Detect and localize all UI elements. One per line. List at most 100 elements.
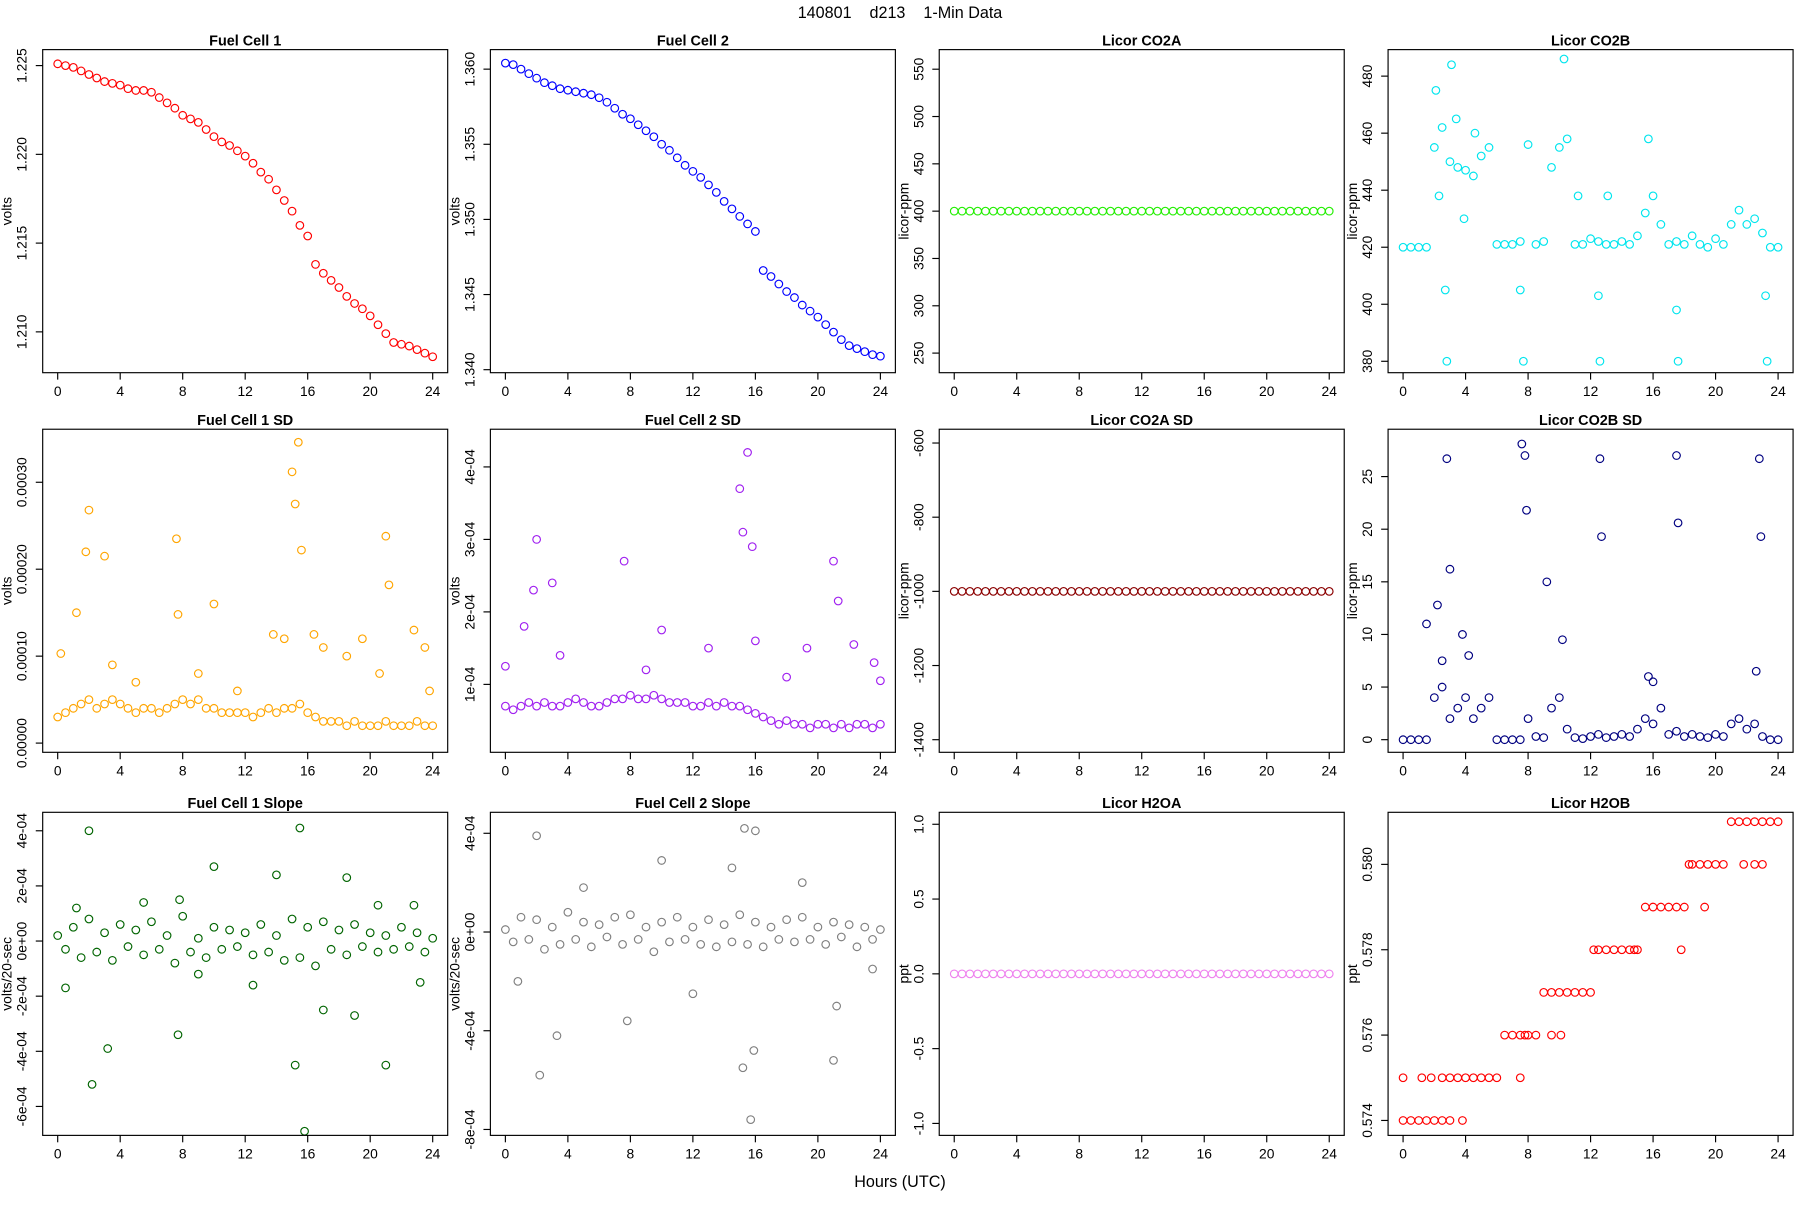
point: [535, 1070, 545, 1080]
x-tick-label: 4: [1013, 1146, 1021, 1162]
point: [868, 935, 877, 944]
point: [173, 1030, 183, 1040]
point: [428, 352, 438, 362]
y-tick-label: 3e-04: [461, 521, 477, 557]
point: [610, 912, 620, 922]
x-tick-label: 4: [116, 383, 124, 399]
point: [1761, 291, 1770, 301]
point: [836, 335, 846, 345]
point: [1431, 86, 1441, 95]
point: [1644, 672, 1653, 681]
panel-title: Fuel Cell 2: [657, 33, 729, 49]
point: [571, 935, 581, 944]
point: [740, 823, 749, 833]
point: [860, 347, 870, 357]
point: [303, 231, 313, 241]
y-tick-label: 0.574: [1359, 1103, 1375, 1138]
point: [193, 969, 203, 979]
point: [516, 64, 526, 74]
point: [1324, 206, 1334, 216]
point: [334, 716, 344, 726]
point: [735, 484, 745, 494]
x-tick-label: 16: [1645, 763, 1661, 779]
y-tick-label: 1.210: [14, 314, 30, 349]
x-tick-label: 4: [564, 1146, 572, 1162]
point: [508, 60, 518, 70]
point: [256, 167, 266, 177]
point: [532, 915, 542, 925]
point: [751, 917, 760, 927]
point: [1595, 356, 1605, 366]
point: [813, 312, 823, 322]
point: [428, 721, 438, 731]
point: [1433, 600, 1442, 610]
point: [618, 109, 627, 119]
point: [586, 90, 596, 100]
point: [193, 118, 203, 127]
y-axis-label: volts: [0, 197, 15, 226]
point: [1640, 714, 1650, 724]
panel-title: Fuel Cell 1: [209, 33, 281, 49]
point: [248, 158, 258, 168]
plot-frame: [489, 49, 896, 374]
point: [1476, 703, 1486, 713]
point: [1644, 134, 1653, 144]
point: [832, 1001, 842, 1011]
x-tick-label: 4: [1462, 763, 1470, 779]
point: [1461, 165, 1470, 175]
y-tick-label: 20: [1359, 521, 1375, 537]
point: [357, 942, 367, 951]
x-tick-label: 8: [627, 1146, 635, 1162]
x-tick-label: 20: [810, 383, 826, 399]
point: [1672, 305, 1681, 315]
y-tick-label: 250: [910, 341, 926, 364]
point: [1739, 859, 1749, 869]
point: [311, 712, 320, 722]
point: [665, 937, 674, 947]
y-tick-label: 0.00020: [14, 544, 30, 594]
point: [743, 448, 752, 457]
point: [735, 701, 745, 711]
point: [1440, 285, 1450, 295]
y-tick-label: 2e-04: [14, 868, 30, 904]
point: [696, 172, 706, 182]
point: [836, 719, 846, 729]
y-tick-label: -1200: [910, 648, 926, 684]
point: [409, 900, 419, 910]
point: [1398, 1073, 1408, 1083]
point: [365, 928, 375, 938]
point: [287, 703, 297, 713]
point: [680, 160, 690, 170]
y-axis-label: volts/20-sec: [446, 937, 462, 1011]
point: [751, 227, 760, 236]
point: [373, 320, 383, 330]
point: [173, 610, 183, 619]
point: [860, 922, 870, 932]
point: [72, 903, 81, 913]
y-tick-label: 4e-04: [14, 813, 30, 849]
point: [1711, 234, 1720, 244]
point: [1442, 454, 1452, 464]
point: [563, 907, 573, 917]
point: [420, 643, 430, 652]
point: [303, 922, 313, 932]
point: [68, 62, 78, 72]
y-tick-label: 1.220: [14, 137, 30, 172]
x-tick-label: 16: [1197, 763, 1213, 779]
plot-frame: [938, 428, 1345, 753]
point: [743, 939, 752, 949]
point: [92, 947, 102, 957]
x-tick-label: 4: [116, 1146, 124, 1162]
x-tick-label: 20: [1708, 1146, 1724, 1162]
point: [115, 699, 125, 709]
point: [1648, 677, 1658, 687]
point: [727, 204, 737, 214]
point: [311, 260, 320, 269]
plot-frame: [489, 428, 896, 753]
point: [248, 712, 258, 722]
point: [594, 920, 604, 929]
x-tick-label: 12: [237, 763, 252, 779]
point: [586, 942, 596, 952]
plot-frame: [489, 811, 896, 1136]
point: [797, 878, 807, 888]
